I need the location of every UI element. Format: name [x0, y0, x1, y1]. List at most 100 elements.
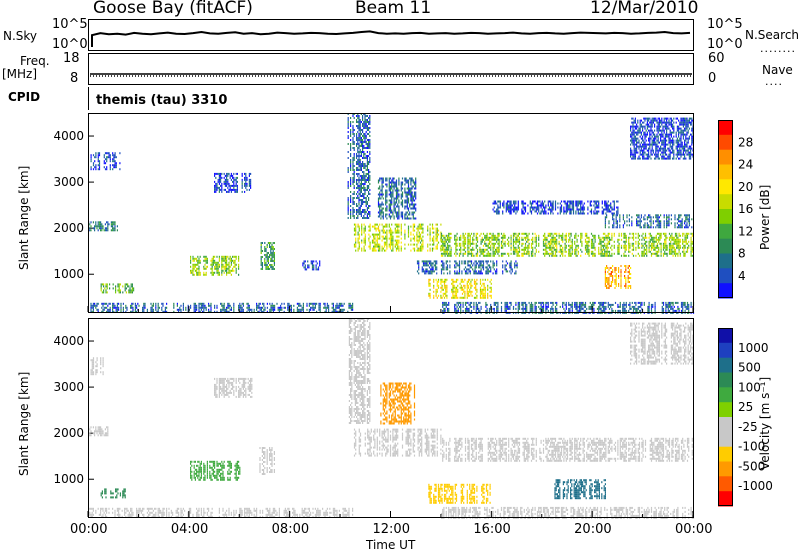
power-cell	[377, 179, 380, 182]
power-cell	[552, 236, 554, 239]
power-cell	[126, 308, 128, 311]
power-cell	[91, 304, 93, 307]
power-cell	[641, 234, 643, 237]
power-cell	[101, 227, 103, 230]
power-cell	[196, 267, 198, 270]
power-cell	[416, 262, 419, 265]
power-cell	[397, 203, 399, 206]
power-cell	[220, 302, 222, 305]
power-cell	[635, 254, 637, 257]
power-cell	[570, 234, 572, 237]
power-cell	[429, 231, 431, 234]
power-cell	[377, 197, 380, 200]
power-cell	[94, 156, 96, 159]
power-cell	[300, 304, 302, 307]
power-cell	[568, 204, 570, 207]
power-cell	[125, 306, 127, 309]
power-cell	[361, 233, 363, 236]
power-cell	[590, 208, 593, 211]
power-cell	[227, 186, 229, 189]
power-cell	[347, 217, 349, 219]
power-cell	[269, 302, 271, 305]
power-cell	[442, 294, 444, 297]
power-cell	[568, 234, 570, 237]
power-cell	[472, 246, 474, 249]
power-cell	[272, 306, 274, 309]
power-cell	[574, 242, 576, 245]
power-cell	[395, 241, 398, 244]
power-cell	[497, 210, 499, 213]
power-cell	[622, 216, 624, 219]
power-cell	[324, 310, 326, 313]
power-cell	[222, 306, 224, 309]
power-cell	[261, 242, 263, 244]
power-cell	[232, 269, 234, 272]
power-cell	[266, 306, 268, 309]
power-cell	[526, 232, 528, 235]
power-cell	[521, 210, 523, 213]
power-cell	[658, 226, 660, 229]
power-cell	[435, 223, 437, 226]
power-cell	[467, 280, 470, 283]
power-cell	[394, 201, 396, 204]
power-cell	[455, 292, 458, 295]
power-cell	[474, 272, 476, 275]
power-cell	[446, 290, 448, 293]
power-cell	[377, 211, 380, 214]
power-cell	[431, 270, 433, 273]
power-cell	[319, 264, 321, 267]
power-cell	[578, 212, 581, 215]
power-cell	[442, 244, 444, 247]
power-cell	[397, 247, 399, 250]
power-cell	[512, 248, 515, 251]
power-cell	[363, 135, 365, 137]
power-cell	[479, 286, 482, 289]
power-cell	[379, 235, 381, 238]
power-cell	[347, 151, 349, 153]
power-cell	[215, 186, 217, 189]
power-cell	[547, 212, 549, 215]
power-cell	[103, 302, 105, 305]
power-cell	[394, 229, 396, 232]
power-cell	[524, 242, 527, 245]
power-cell	[436, 260, 438, 263]
power-cell	[269, 268, 271, 270]
power-cell	[379, 213, 381, 216]
power-cell	[522, 232, 524, 235]
power-cell	[487, 246, 489, 249]
power-cell	[484, 292, 486, 295]
power-cell	[371, 239, 374, 242]
power-cell	[401, 201, 404, 204]
power-cell	[391, 231, 393, 234]
power-cell	[568, 250, 570, 253]
power-cell	[456, 252, 458, 255]
power-cell	[625, 244, 627, 247]
power-cell	[433, 239, 435, 242]
power-cell	[626, 216, 628, 219]
power-cell	[113, 154, 115, 157]
power-cell	[356, 217, 358, 219]
power-cell	[353, 177, 355, 179]
power-cell	[421, 270, 423, 273]
power-cell	[652, 220, 654, 223]
power-cell	[691, 240, 693, 243]
power-cell	[475, 262, 477, 265]
power-cell	[449, 270, 451, 273]
power-cell	[365, 217, 367, 219]
power-cell	[639, 226, 641, 229]
power-cell	[230, 263, 232, 266]
power-cell	[221, 186, 223, 189]
power-cell	[366, 115, 368, 117]
power-cell	[266, 246, 268, 248]
power-cell	[450, 254, 452, 257]
power-cell	[487, 292, 489, 295]
power-cell	[494, 238, 497, 241]
power-cell	[271, 264, 273, 266]
power-cell	[272, 308, 274, 311]
power-cell	[363, 147, 365, 149]
power-cell	[418, 266, 420, 269]
power-cell	[617, 208, 619, 211]
power-cell	[546, 244, 548, 247]
power-cell	[357, 115, 359, 117]
power-cell	[228, 182, 230, 185]
